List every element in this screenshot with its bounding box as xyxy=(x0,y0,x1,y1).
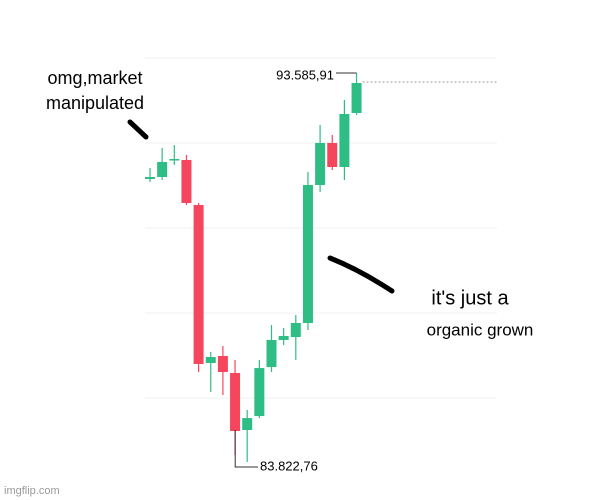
candle-body xyxy=(266,340,277,368)
candle-body xyxy=(339,113,350,168)
min-leader xyxy=(234,429,258,468)
candle-body xyxy=(169,159,180,161)
candle-body xyxy=(242,418,253,430)
candle-body xyxy=(351,82,362,113)
candle-body xyxy=(230,372,241,431)
candle-body xyxy=(193,204,204,364)
candle-body xyxy=(157,161,168,178)
min-label: 83.822,76 xyxy=(260,458,318,473)
pointer-stroke xyxy=(327,255,395,294)
annotation: organic grown xyxy=(427,320,534,339)
candle-body xyxy=(302,184,313,323)
max-label: 93.585,91 xyxy=(276,67,334,82)
annotation: it's just a xyxy=(431,287,509,309)
annotation: omg,market xyxy=(47,68,142,88)
candle-body xyxy=(278,336,289,340)
candles xyxy=(145,72,362,462)
candle-body xyxy=(181,160,192,203)
pointer-stroke xyxy=(127,119,149,140)
candle-body xyxy=(145,177,155,180)
watermark: imgflip.com xyxy=(4,485,60,497)
candle-body xyxy=(327,142,338,168)
candle-body xyxy=(315,142,326,185)
candle-body xyxy=(205,357,216,363)
candle-body xyxy=(290,322,301,338)
candle-body xyxy=(217,356,228,372)
candle-body xyxy=(254,368,265,417)
annotation: manipulated xyxy=(46,93,144,113)
